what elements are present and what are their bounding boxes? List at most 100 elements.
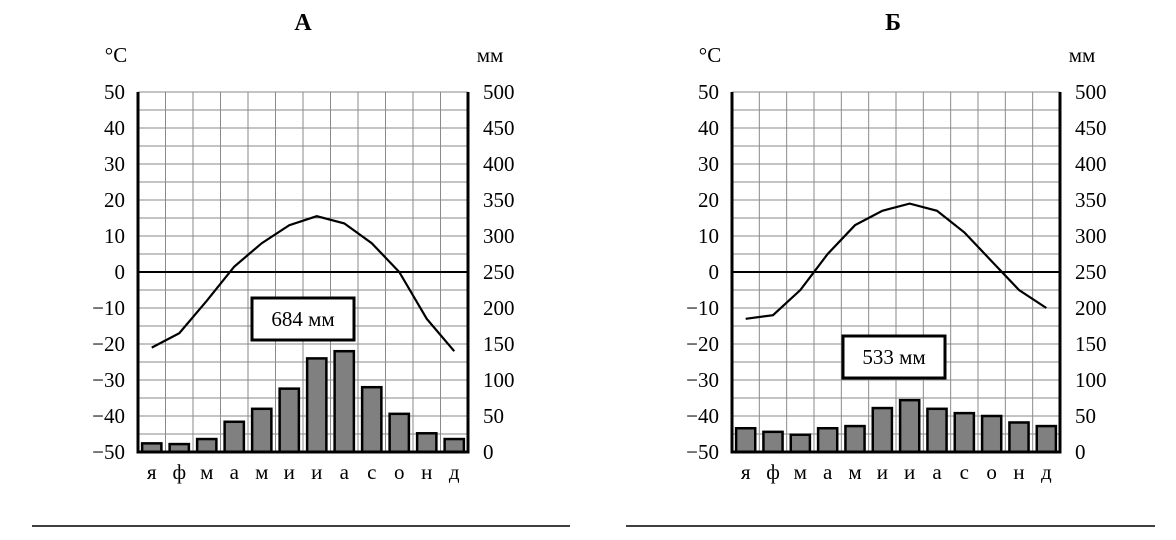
temperature-tick-label: 10 xyxy=(698,224,719,248)
precipitation-bar xyxy=(1035,424,1058,454)
month-label: с xyxy=(960,460,969,484)
month-label: а xyxy=(823,460,833,484)
precipitation-tick-label: 300 xyxy=(1075,224,1107,248)
temperature-tick-label: 50 xyxy=(104,80,125,104)
temperature-tick-label: 30 xyxy=(698,152,719,176)
temperature-line xyxy=(745,202,1047,320)
precipitation-bar xyxy=(360,385,383,454)
precipitation-bar xyxy=(1008,421,1030,454)
month-label: м xyxy=(200,460,213,484)
month-label: а xyxy=(230,460,240,484)
temperature-tick-label: −30 xyxy=(686,368,719,392)
month-label: я xyxy=(147,460,157,484)
left-tick-labels: 50 40 30 20 10 0 −10 −20 −30 −40 −50 xyxy=(686,80,719,464)
precipitation-tick-label: 50 xyxy=(1075,404,1096,428)
precipitation-bar xyxy=(250,407,273,454)
temperature-tick-label: 40 xyxy=(698,116,719,140)
annual-precipitation-label: 684 мм xyxy=(271,307,334,331)
precipitation-tick-label: 400 xyxy=(1075,152,1107,176)
precipitation-bar xyxy=(953,411,976,454)
temperature-tick-label: 0 xyxy=(709,260,720,284)
temperature-tick-label: 0 xyxy=(115,260,126,284)
precipitation-bar xyxy=(816,426,839,454)
month-label: н xyxy=(421,460,432,484)
precipitation-tick-label: 150 xyxy=(1075,332,1107,356)
temperature-tick-label: −10 xyxy=(92,296,125,320)
month-label: о xyxy=(986,460,997,484)
temperature-tick-label: 20 xyxy=(104,188,125,212)
precipitation-bar xyxy=(305,357,328,454)
precipitation-bar xyxy=(980,414,1003,454)
precipitation-bar xyxy=(734,426,757,454)
precipitation-unit-label: мм xyxy=(1069,43,1096,67)
precipitation-tick-label: 250 xyxy=(483,260,515,284)
temperature-tick-label: −20 xyxy=(686,332,719,356)
temperature-tick-label: 40 xyxy=(104,116,125,140)
temperature-tick-label: 50 xyxy=(698,80,719,104)
precipitation-tick-label: 350 xyxy=(483,188,515,212)
precipitation-bar xyxy=(898,398,921,454)
precipitation-tick-label: 350 xyxy=(1075,188,1107,212)
month-label: с xyxy=(367,460,376,484)
chart-title: Б xyxy=(885,10,901,36)
precipitation-tick-label: 300 xyxy=(483,224,515,248)
precipitation-bar xyxy=(415,432,438,454)
annual-precipitation-label: 533 мм xyxy=(862,345,925,369)
temperature-tick-label: 20 xyxy=(698,188,719,212)
precipitation-tick-label: 200 xyxy=(483,296,515,320)
precipitation-bar xyxy=(844,424,866,454)
precipitation-bar xyxy=(223,420,246,454)
temperature-tick-label: −50 xyxy=(92,440,125,464)
precipitation-tick-label: 100 xyxy=(1075,368,1107,392)
precipitation-bar xyxy=(333,349,356,454)
month-label: м xyxy=(848,460,861,484)
annual-precipitation-box xyxy=(841,334,947,380)
month-label: ф xyxy=(172,460,186,484)
chart-title: А xyxy=(294,10,312,36)
temperature-tick-label: −50 xyxy=(686,440,719,464)
month-label: и xyxy=(284,460,295,484)
month-label: а xyxy=(340,460,350,484)
temperature-tick-label: −30 xyxy=(92,368,125,392)
climate-chart-a: А°C мм50403020100−10−20−30−40−50500450400… xyxy=(92,10,514,484)
month-label: и xyxy=(877,460,888,484)
left-tick-labels: 50 40 30 20 10 0 −10 −20 −30 −40 −50 xyxy=(92,80,125,464)
precipitation-tick-label: 500 xyxy=(483,80,515,104)
precipitation-bar xyxy=(195,437,218,454)
temperature-tick-label: −20 xyxy=(92,332,125,356)
precipitation-bar xyxy=(789,433,812,454)
precipitation-tick-label: 200 xyxy=(1075,296,1107,320)
temperature-tick-label: −40 xyxy=(92,404,125,428)
temperature-tick-label: −40 xyxy=(686,404,719,428)
precipitation-tick-label: 500 xyxy=(1075,80,1107,104)
precipitation-bar xyxy=(871,406,894,454)
month-label: я xyxy=(741,460,751,484)
temperature-tick-label: 10 xyxy=(104,224,125,248)
precipitation-tick-label: 450 xyxy=(1075,116,1107,140)
precipitation-tick-label: 50 xyxy=(483,404,504,428)
month-label: о xyxy=(394,460,405,484)
precipitation-tick-label: 250 xyxy=(1075,260,1107,284)
month-label: м xyxy=(794,460,807,484)
precipitation-bar xyxy=(762,430,784,454)
annual-precipitation-box xyxy=(250,296,356,342)
month-label: и xyxy=(311,460,322,484)
climate-chart-b: Б°C мм50403020100−10−20−30−40−50500450400… xyxy=(686,10,1106,484)
month-label: д xyxy=(1041,460,1052,484)
temperature-unit-label: °C xyxy=(699,43,721,67)
temperature-tick-label: −10 xyxy=(686,296,719,320)
precipitation-tick-label: 100 xyxy=(483,368,515,392)
precipitation-bar xyxy=(278,387,301,454)
month-label: м xyxy=(255,460,268,484)
temperature-line xyxy=(151,215,456,352)
precipitation-unit-label: мм xyxy=(477,43,504,67)
precipitation-tick-label: 150 xyxy=(483,332,515,356)
month-label: д xyxy=(449,460,460,484)
precipitation-bar xyxy=(443,437,466,454)
temperature-tick-label: 30 xyxy=(104,152,125,176)
